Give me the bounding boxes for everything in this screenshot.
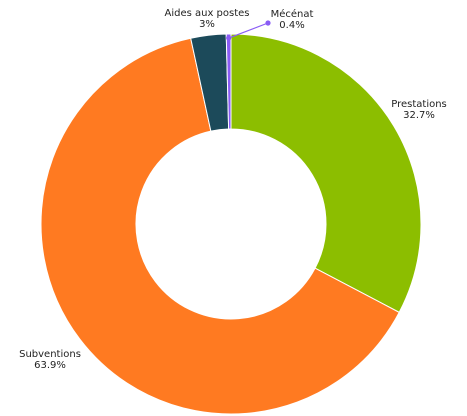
leader-dot-mecenat-end — [265, 20, 271, 26]
label-aides-aux-postes-name: Aides aux postes — [164, 8, 249, 19]
label-mecenat-name: Mécénat — [271, 8, 314, 20]
label-mecenat-value: 0.4% — [279, 20, 304, 31]
label-prestations-value: 32.7% — [403, 110, 435, 121]
label-prestations-name: Prestations — [391, 99, 447, 110]
chart-leader-lines — [226, 20, 271, 41]
slice-subventions[interactable] — [40, 37, 400, 415]
label-aides-aux-postes-value: 3% — [199, 19, 215, 30]
leader-line-mecenat — [228, 22, 269, 39]
leader-dot-mecenat-start — [226, 35, 232, 41]
chart-slices — [40, 33, 422, 415]
label-subventions-name: Subventions — [19, 349, 81, 360]
slice-prestations[interactable] — [230, 33, 422, 314]
label-subventions-value: 63.9% — [34, 360, 66, 371]
slice-mecenat[interactable] — [225, 33, 232, 130]
